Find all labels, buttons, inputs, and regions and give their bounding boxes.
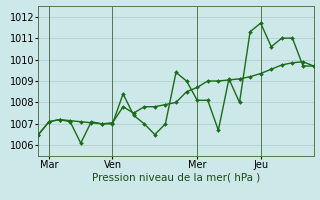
- X-axis label: Pression niveau de la mer( hPa ): Pression niveau de la mer( hPa ): [92, 173, 260, 183]
